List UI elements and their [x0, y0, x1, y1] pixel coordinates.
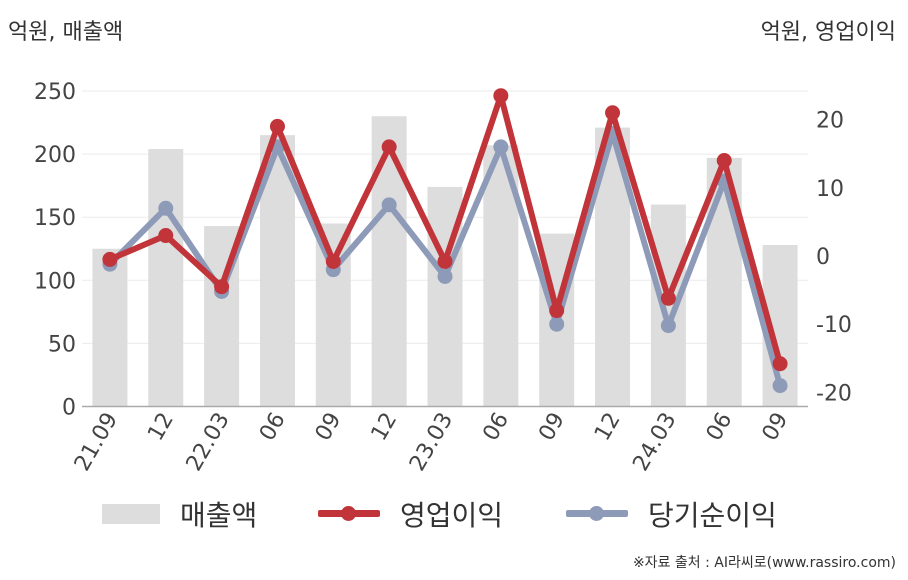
right-axis-tick-label: -10: [816, 313, 852, 338]
point-operating-profit: [660, 290, 676, 306]
left-axis-tick-label: 150: [34, 206, 76, 231]
point-operating-profit: [102, 251, 118, 267]
point-operating-profit: [381, 139, 397, 155]
x-axis-tick-label: 09: [758, 409, 794, 446]
left-axis-unit-label: 억원, 매출액: [8, 20, 124, 45]
right-axis-unit-label: 억원, 영업이익: [760, 20, 896, 45]
legend-item-net-income: 당기순이익: [566, 492, 777, 536]
x-axis-tick-label: 21.09: [70, 409, 123, 476]
x-axis-tick-label: 06: [478, 409, 514, 446]
left-axis-tick-label: 0: [62, 396, 76, 421]
point-operating-profit: [605, 105, 621, 121]
bar-revenue: [148, 149, 184, 407]
bar-revenue: [371, 116, 407, 407]
x-axis-tick-label: 22.03: [182, 409, 235, 476]
legend-line-swatch-net-income: [566, 492, 628, 536]
x-axis-tick-label: 12: [590, 409, 626, 446]
point-operating-profit: [716, 153, 732, 169]
x-axis-tick-label: 09: [311, 409, 347, 446]
point-operating-profit: [437, 253, 453, 269]
point-net-income: [158, 200, 174, 216]
right-axis-tick-label: 20: [816, 109, 844, 134]
legend-line-swatch-operating-profit: [318, 492, 380, 536]
x-axis-tick-label: 23.03: [405, 409, 458, 476]
point-operating-profit: [549, 303, 565, 319]
point-operating-profit: [325, 253, 341, 269]
x-axis-tick-label: 12: [367, 409, 403, 446]
point-net-income: [549, 316, 565, 332]
right-axis-tick-label: 10: [816, 177, 844, 202]
left-axis-tick-label: 250: [34, 80, 76, 105]
bar-revenue: [92, 248, 128, 407]
legend-item-revenue: 매출액: [102, 492, 257, 536]
legend-bar-swatch: [102, 504, 160, 524]
legend-item-operating-profit: 영업이익: [318, 492, 503, 536]
chart-legend: 매출액 영업이익 당기순이익: [0, 492, 908, 536]
x-axis-tick-label: 06: [702, 409, 738, 446]
x-axis-tick-label: 09: [534, 409, 570, 446]
point-net-income: [381, 197, 397, 213]
legend-label-operating-profit: 영업이익: [400, 499, 504, 532]
left-axis-tick-label: 100: [34, 269, 76, 294]
point-net-income: [437, 268, 453, 284]
x-axis-tick-label: 24.03: [628, 409, 681, 476]
point-net-income: [660, 318, 676, 334]
right-axis-tick-label: -20: [816, 381, 852, 406]
point-net-income: [493, 139, 509, 155]
point-operating-profit: [493, 88, 509, 104]
point-net-income: [772, 378, 788, 394]
point-operating-profit: [269, 118, 285, 134]
legend-label-net-income: 당기순이익: [648, 499, 777, 532]
left-axis-tick-label: 200: [34, 143, 76, 168]
point-operating-profit: [214, 279, 230, 295]
left-axis-tick-label: 50: [48, 332, 76, 357]
point-operating-profit: [772, 356, 788, 372]
right-axis-tick-label: 0: [816, 245, 830, 270]
x-axis-tick-label: 06: [255, 409, 291, 446]
legend-label-revenue: 매출액: [180, 499, 258, 532]
x-axis-tick-label: 12: [143, 409, 179, 446]
point-operating-profit: [158, 228, 174, 244]
source-credit: ※자료 출처 : AI라씨로(www.rassiro.com): [632, 555, 896, 571]
